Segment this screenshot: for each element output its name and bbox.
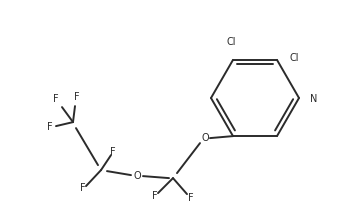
Text: F: F [74, 92, 80, 102]
Text: Cl: Cl [226, 37, 236, 47]
Text: F: F [110, 147, 116, 157]
Text: O: O [201, 133, 209, 143]
Text: F: F [188, 193, 194, 203]
Text: F: F [53, 94, 59, 104]
Text: F: F [48, 122, 53, 132]
Text: F: F [152, 191, 158, 201]
Text: Cl: Cl [290, 53, 300, 63]
Text: O: O [133, 171, 141, 181]
Text: F: F [80, 183, 86, 193]
Text: N: N [310, 94, 317, 104]
